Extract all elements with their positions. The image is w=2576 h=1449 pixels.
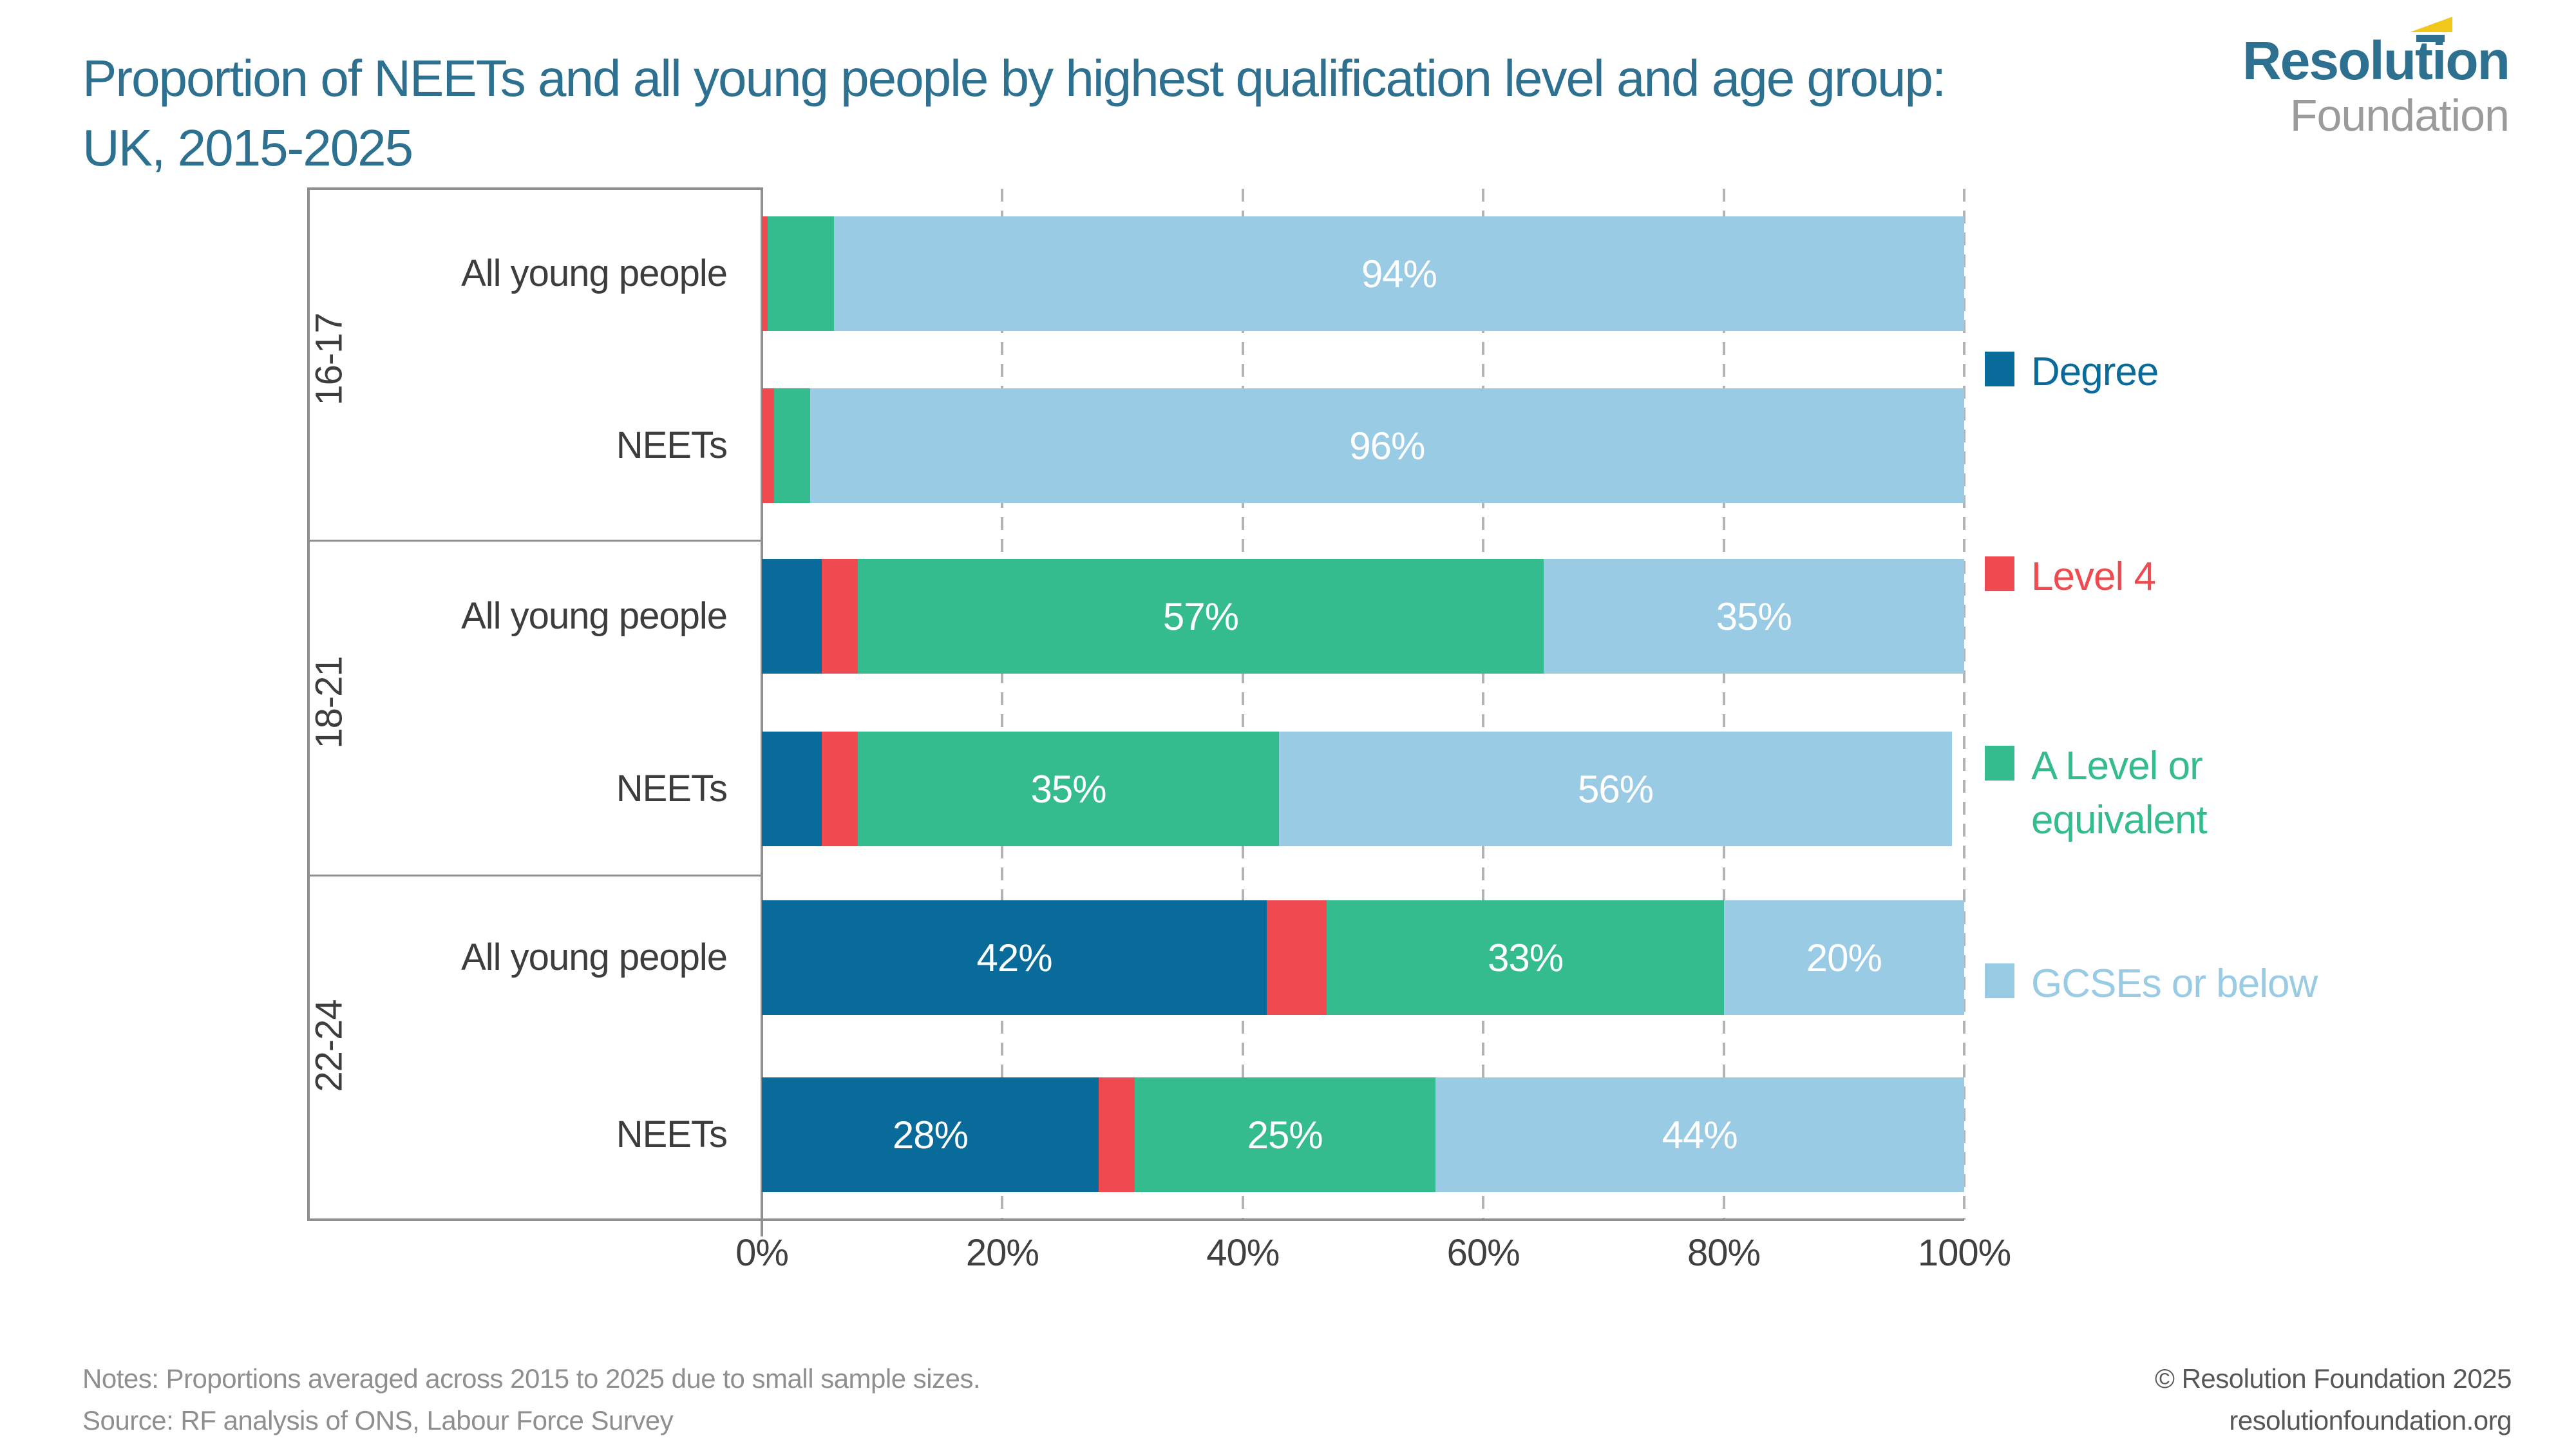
bar-segment-alevel — [768, 216, 834, 331]
bar-segment-gcse: 35% — [1543, 559, 1964, 674]
label-box-left-border — [307, 187, 310, 1218]
category-label: All young people — [461, 252, 728, 294]
legend-item-2: Level 4 — [1985, 550, 2156, 604]
bar-value-label: 20% — [1806, 936, 1882, 980]
bar-segment-level4 — [822, 732, 858, 846]
gridline-60pct — [1482, 189, 1485, 1220]
category-label: All young people — [461, 936, 728, 978]
bar-value-label: 57% — [1162, 594, 1239, 638]
logo-foundation-text: Foundation — [2289, 90, 2510, 140]
title-line-2: UK, 2015-2025 — [82, 119, 413, 176]
bar-segment-level4 — [762, 388, 774, 503]
bar-row: 28% 25% 44% — [762, 1077, 1964, 1192]
page-title: Proportion of NEETs and all young people… — [82, 44, 2208, 183]
rf-logo: Resolution Foundation — [2242, 17, 2510, 140]
legend-swatch-icon — [1985, 963, 2014, 998]
bar-segment-alevel: 35% — [858, 732, 1279, 846]
legend-item-3: A Level or equivalent — [1985, 739, 2208, 847]
bar-segment-level4 — [762, 216, 768, 331]
legend-label: A Level or equivalent — [2031, 744, 2208, 842]
bar-segment-degree: 42% — [762, 900, 1267, 1015]
bar-value-label: 56% — [1577, 767, 1654, 811]
category-label: NEETs — [616, 768, 728, 810]
bar-value-label: 25% — [1247, 1113, 1323, 1157]
source-line: Source: RF analysis of ONS, Labour Force… — [82, 1405, 674, 1436]
bar-row: 94% — [762, 216, 1964, 331]
bar-row: 57% 35% — [762, 559, 1964, 674]
bar-value-label: 96% — [1349, 424, 1425, 468]
footer-notes: Notes: Proportions averaged across 2015 … — [82, 1358, 981, 1441]
bar-segment-level4 — [1267, 900, 1327, 1015]
zero-axis-line — [761, 187, 763, 1236]
category-label: NEETs — [616, 1113, 728, 1155]
group-separator-1 — [307, 540, 762, 542]
bar-segment-level4 — [1098, 1077, 1135, 1192]
bar-segment-gcse: 94% — [834, 216, 1964, 331]
x-tick-60%: 60% — [1446, 1232, 1520, 1274]
x-tick-40%: 40% — [1206, 1232, 1280, 1274]
copyright-line: © Resolution Foundation 2025 — [2154, 1363, 2512, 1394]
bar-segment-degree — [762, 559, 822, 674]
bar-value-label: 35% — [1716, 594, 1792, 638]
gridline-40pct — [1241, 189, 1244, 1220]
bar-value-label: 42% — [976, 936, 1053, 980]
group-separator-2 — [307, 875, 762, 876]
category-label: All young people — [461, 595, 728, 637]
bar-segment-degree: 28% — [762, 1077, 1099, 1192]
legend-label: Level 4 — [2031, 554, 2156, 599]
bar-segment-gcse: 44% — [1435, 1077, 1964, 1192]
category-label: NEETs — [616, 424, 728, 466]
x-tick-80%: 80% — [1687, 1232, 1761, 1274]
legend-label: GCSEs or below — [2031, 961, 2318, 1006]
logo-macron-icon — [2416, 35, 2445, 42]
gridline-20pct — [1001, 189, 1004, 1220]
bar-segment-alevel: 25% — [1134, 1077, 1435, 1192]
bar-segment-degree — [762, 732, 822, 846]
legend-item-1: Degree — [1985, 345, 2159, 399]
bar-row: 42% 33% 20% — [762, 900, 1964, 1015]
bar-segment-level4 — [822, 559, 858, 674]
bar-value-label: 94% — [1361, 252, 1437, 296]
gridline-100pct — [1963, 189, 1965, 1220]
bar-row: 96% — [762, 388, 1964, 503]
footer-copyright: © Resolution Foundation 2025 resolutionf… — [2155, 1358, 2512, 1441]
legend-swatch-icon — [1985, 746, 2014, 781]
x-axis-line — [307, 1218, 1964, 1221]
bar-segment-alevel: 57% — [858, 559, 1544, 674]
bar-segment-alevel: 33% — [1327, 900, 1724, 1015]
bar-row: 35% 56% — [762, 732, 1964, 846]
gridline-80pct — [1722, 189, 1725, 1220]
bar-value-label: 33% — [1487, 936, 1564, 980]
logo-resolution-text: Resolution — [2242, 30, 2510, 91]
logo-wordmark: Resolution — [2242, 17, 2510, 91]
notes-line: Notes: Proportions averaged across 2015 … — [82, 1363, 981, 1394]
bar-value-label: 35% — [1030, 767, 1107, 811]
title-line-1: Proportion of NEETs and all young people… — [82, 50, 1946, 107]
bar-segment-gcse: 96% — [810, 388, 1964, 503]
legend-label: Degree — [2031, 350, 2159, 394]
legend-swatch-icon — [1985, 352, 2014, 386]
label-box-top-border — [307, 187, 762, 190]
x-tick-100%: 100% — [1917, 1232, 2011, 1274]
bar-segment-gcse: 56% — [1278, 732, 1953, 846]
bar-segment-alevel — [773, 388, 810, 503]
legend-item-4: GCSEs or below — [1985, 957, 2318, 1011]
legend-swatch-icon — [1985, 556, 2014, 591]
bar-segment-gcse: 20% — [1723, 900, 1964, 1015]
website-line: resolutionfoundation.org — [2229, 1405, 2512, 1436]
bar-value-label: 44% — [1662, 1113, 1738, 1157]
bar-value-label: 28% — [892, 1113, 969, 1157]
x-tick-0%: 0% — [735, 1232, 789, 1274]
x-tick-20%: 20% — [965, 1232, 1039, 1274]
